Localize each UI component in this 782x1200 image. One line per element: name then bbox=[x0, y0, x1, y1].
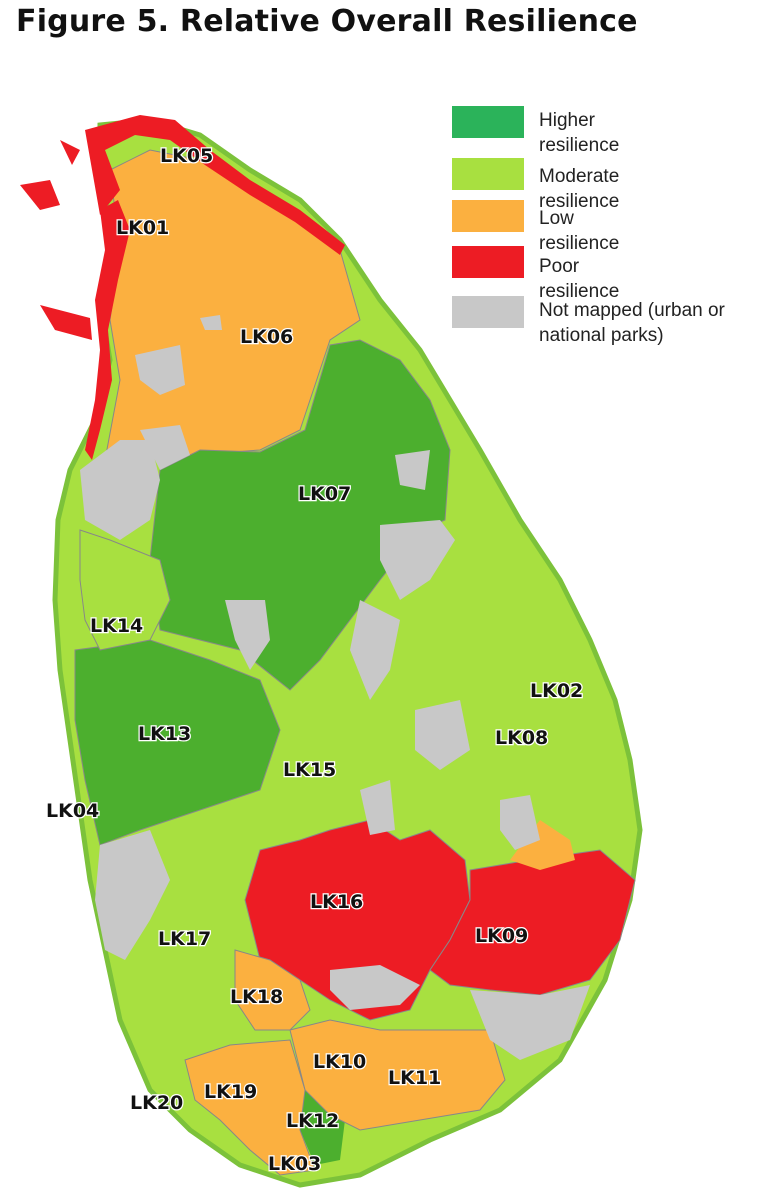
region-lk10-lk11 bbox=[289, 1019, 506, 1131]
region-lk13 bbox=[74, 639, 281, 846]
legend-label-poor: Poor resilience bbox=[539, 256, 620, 302]
island-islet-n bbox=[60, 140, 80, 165]
label-lk14: LK14 bbox=[90, 615, 143, 637]
region-lk09-orange-patch bbox=[510, 820, 575, 870]
region-lk14 bbox=[79, 529, 171, 651]
label-lk15: LK15 bbox=[283, 759, 336, 781]
label-lk05: LK05 bbox=[160, 145, 213, 167]
island-islet-west bbox=[40, 305, 92, 340]
legend-label-higher: Higher resilience bbox=[539, 110, 620, 156]
label-lk17: LK17 bbox=[158, 928, 211, 950]
label-lk09: LK09 bbox=[475, 925, 528, 947]
legend-label-low: Low resilience bbox=[539, 208, 620, 254]
label-lk02: LK02 bbox=[530, 680, 583, 702]
label-lk06: LK06 bbox=[240, 326, 293, 348]
label-lk13: LK13 bbox=[138, 723, 191, 745]
not-mapped-areas bbox=[80, 315, 590, 1060]
label-lk01: LK01 bbox=[116, 217, 169, 239]
legend-swatch-higher bbox=[452, 106, 524, 138]
label-lk16: LK16 bbox=[310, 891, 363, 913]
legend-swatch-low bbox=[452, 200, 524, 232]
label-lk08: LK08 bbox=[495, 727, 548, 749]
label-lk18: LK18 bbox=[230, 986, 283, 1008]
label-lk12: LK12 bbox=[286, 1110, 339, 1132]
legend-swatch-poor bbox=[452, 246, 524, 278]
label-lk20: LK20 bbox=[130, 1092, 183, 1114]
label-lk10: LK10 bbox=[313, 1051, 366, 1073]
label-lk04: LK04 bbox=[46, 800, 99, 822]
legend-label-moderate: Moderate resilience bbox=[539, 166, 620, 212]
island-islet-nw bbox=[20, 180, 60, 210]
label-lk19: LK19 bbox=[204, 1081, 257, 1103]
legend-swatch-moderate bbox=[452, 158, 524, 190]
region-lk19-lk03 bbox=[184, 1039, 316, 1176]
legend-swatch-not-mapped bbox=[452, 296, 524, 328]
label-lk07: LK07 bbox=[298, 483, 351, 505]
label-lk11: LK11 bbox=[388, 1067, 441, 1089]
region-lk18 bbox=[234, 949, 311, 1031]
region-lk05 bbox=[85, 115, 345, 255]
label-lk03: LK03 bbox=[268, 1153, 321, 1175]
figure-title: Figure 5. Relative Overall Resilience bbox=[16, 4, 638, 39]
legend-label-not-mapped: Not mapped (urban or national parks) bbox=[539, 300, 725, 346]
region-lk05-west-coast bbox=[85, 200, 130, 460]
